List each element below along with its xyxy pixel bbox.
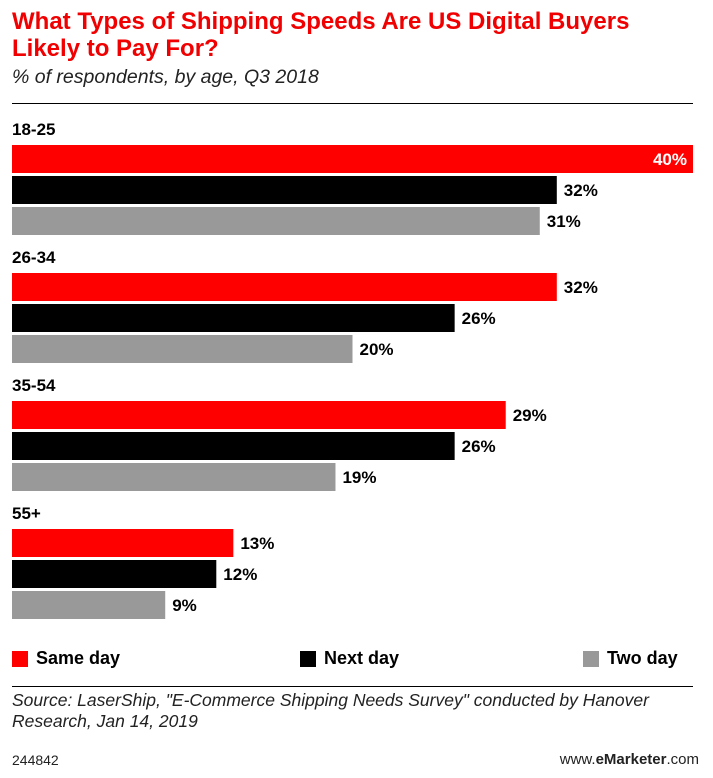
value-label-next-day-26-34: 26% xyxy=(462,309,496,328)
brand-name: eMarketer xyxy=(595,751,667,768)
bar-next-day-35-54 xyxy=(12,432,455,460)
legend-swatch-same-day xyxy=(12,650,28,667)
bar-same-day-55 xyxy=(12,529,234,557)
chart-title: What Types of Shipping Speeds Are US Dig… xyxy=(12,8,630,62)
bar-two-day-26-34 xyxy=(12,335,353,363)
value-label-next-day-55: 12% xyxy=(223,565,257,584)
value-label-next-day-35-54: 26% xyxy=(462,437,496,456)
category-label-35-54: 35-54 xyxy=(12,376,56,395)
brand-prefix: www. xyxy=(559,751,596,768)
value-label-same-day-26-34: 32% xyxy=(564,278,598,297)
top-divider xyxy=(12,103,693,104)
source-note: Source: LaserShip, "E-Commerce Shipping … xyxy=(12,690,649,731)
category-label-18-25: 18-25 xyxy=(12,120,55,139)
bar-two-day-55 xyxy=(12,591,166,619)
bar-chart: 18-25 40% 32% 31% 26-34 32% 26% 20% 35-54 29% 26% 1… xyxy=(12,120,693,619)
value-label-two-day-18-25: 31% xyxy=(547,212,581,231)
value-label-same-day-18-25: 40% xyxy=(653,150,687,169)
legend-item-same-day: Same day xyxy=(12,648,120,669)
brand-suffix: .com xyxy=(666,751,699,768)
legend-swatch-next-day xyxy=(300,650,316,667)
bar-same-day-18-25 xyxy=(12,145,693,173)
legend-label-same-day: Same day xyxy=(36,648,121,668)
value-label-two-day-26-34: 20% xyxy=(360,340,394,359)
bar-next-day-26-34 xyxy=(12,304,455,332)
chart-id: 244842 xyxy=(12,752,59,768)
legend-label-next-day: Next day xyxy=(324,648,400,668)
value-label-two-day-35-54: 19% xyxy=(342,468,376,487)
legend-item-next-day: Next day xyxy=(300,648,399,669)
legend-label-two-day: Two day xyxy=(607,648,678,668)
value-label-two-day-55: 9% xyxy=(172,596,197,615)
bar-next-day-18-25 xyxy=(12,176,557,204)
legend-swatch-two-day xyxy=(583,650,599,667)
bottom-divider xyxy=(12,686,693,687)
value-label-same-day-35-54: 29% xyxy=(513,406,547,425)
bar-two-day-35-54 xyxy=(12,463,336,491)
value-label-next-day-18-25: 32% xyxy=(564,181,598,200)
legend-item-two-day: Two day xyxy=(583,648,678,669)
value-label-same-day-55: 13% xyxy=(240,534,274,553)
bar-next-day-55 xyxy=(12,560,217,588)
category-label-55: 55+ xyxy=(12,504,41,523)
category-label-26-34: 26-34 xyxy=(12,248,56,267)
bar-two-day-18-25 xyxy=(12,207,540,235)
bar-same-day-35-54 xyxy=(12,401,506,429)
legend: Same day Next day Two day xyxy=(0,648,713,672)
chart-subtitle: % of respondents, by age, Q3 2018 xyxy=(12,66,319,88)
brand-link[interactable]: www.eMarketer.com xyxy=(560,751,699,768)
bar-same-day-26-34 xyxy=(12,273,557,301)
